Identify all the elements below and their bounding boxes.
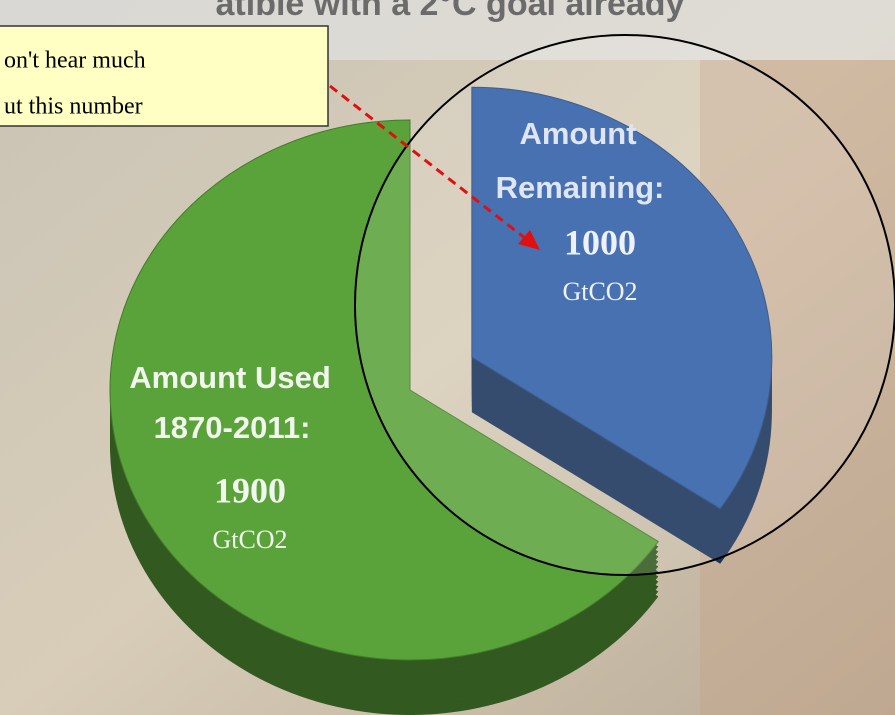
slice-value: 1900 (214, 470, 286, 510)
slice-label: Remaining: (496, 170, 665, 205)
magnifier-circle (354, 34, 895, 576)
slice-value: 1000 (564, 222, 636, 262)
slice-label: 1870-2011: (154, 410, 311, 445)
callout-box (0, 25, 329, 127)
slide-title: atible with a 2°C goal already (216, 0, 685, 23)
arrow-head (518, 230, 540, 250)
pie-chart (109, 86, 773, 715)
slice (109, 119, 660, 661)
slice-unit: GtCO2 (562, 277, 637, 306)
callout-arrow (329, 84, 531, 244)
callout-text: ut this number (4, 94, 143, 120)
slice-label: Amount Used (129, 360, 331, 395)
callout-text: on't hear much (4, 48, 146, 74)
slice-unit: GtCO2 (212, 525, 287, 554)
slice (471, 86, 773, 510)
slice-label: Amount (519, 116, 636, 151)
